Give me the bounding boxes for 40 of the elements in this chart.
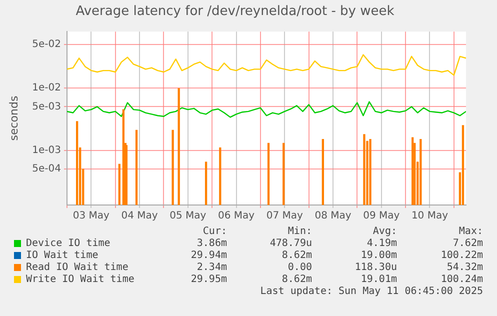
x-tick-label: 10 May [411,210,448,222]
text: 478.79u [270,238,312,249]
y-tick-label: 5e-03 [32,101,61,112]
x-tick-label: 05 May [170,210,206,222]
text: 100.22m [440,250,483,261]
text: 19.01m [360,274,397,285]
text: 8.62m [282,250,312,261]
text: 19.00m [360,250,397,261]
text: 0.00 [288,262,312,273]
text: 29.94m [190,250,227,261]
text: 2.34m [196,262,227,273]
text: Max: [458,226,483,237]
legend-label: Device IO time [26,238,110,249]
text: 8.62m [282,274,312,285]
legend-label: Read IO Wait time [26,262,128,273]
text: Avg: [372,226,397,237]
y-axis-title: seconds [7,96,20,141]
x-tick-label: 06 May [218,210,255,222]
x-tick-label: 08 May [314,210,352,222]
text: 100.24m [440,274,483,285]
x-tick-label: 09 May [363,210,400,222]
y-tick-label: 1e-02 [32,82,61,94]
text: Last update: Sun May 11 06:45:00 2025 [260,286,483,297]
text: Cur: [202,226,227,237]
y-tick-label: 5e-02 [32,38,61,50]
text: 29.95m [190,274,227,285]
legend-label: Write IO Wait time [26,274,134,285]
x-tick-label: 03 May [72,210,110,222]
y-tick-label: 5e-04 [32,164,61,175]
text: 7.62m [452,238,483,249]
legend-label: IO Wait time [26,250,98,261]
x-tick-label: 07 May [266,210,304,222]
text: 54.32m [446,262,483,273]
text: 4.19m [366,238,397,249]
chart-title: Average latency for /dev/reynelda/root - by week [76,4,395,20]
y-tick-label: 1e-03 [32,144,61,156]
x-tick-label: 04 May [121,210,158,222]
text: Min: [288,226,312,237]
text: 118.30u [354,262,397,273]
text: 3.86m [196,238,227,249]
